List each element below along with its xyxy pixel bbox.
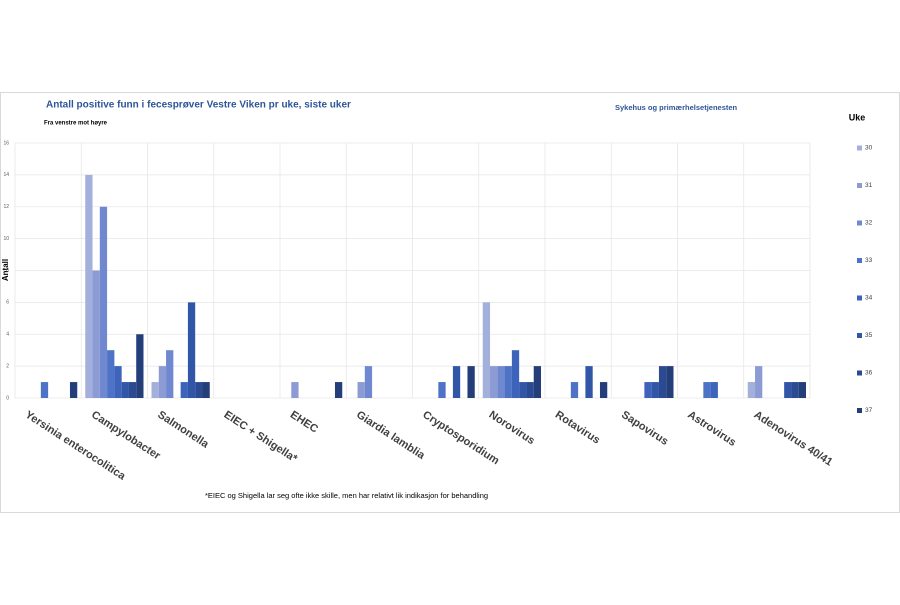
bar [99, 206, 108, 398]
bar [570, 382, 579, 398]
bar [438, 382, 446, 398]
legend-swatch [857, 295, 862, 301]
y-tick-label: 10 [3, 236, 9, 242]
legend-label: 36 [865, 370, 873, 377]
legend-label: 34 [865, 295, 873, 302]
legend-label: 37 [865, 407, 873, 414]
y-tick-label: 2 [6, 363, 9, 369]
legend-swatch [857, 183, 862, 188]
bar [658, 366, 667, 398]
bar [85, 174, 93, 398]
bar [151, 382, 159, 398]
y-tick-label: 16 [3, 140, 9, 146]
bar [467, 366, 475, 398]
bar [107, 350, 115, 398]
legend-swatch [857, 258, 862, 263]
legend-label: 30 [865, 145, 873, 152]
bar [755, 366, 763, 398]
legend-swatch [857, 220, 862, 226]
y-axis-label: Antall [1, 259, 10, 281]
bar [533, 366, 541, 398]
y-tick-label: 4 [6, 332, 9, 338]
y-tick-label: 14 [3, 172, 9, 178]
bar [519, 382, 527, 398]
bar [202, 382, 210, 398]
bar [511, 350, 520, 398]
chart-subtitle: Fra venstre mot høyre [44, 121, 108, 127]
legend-label: 35 [865, 332, 873, 339]
bar [136, 334, 144, 398]
legend-swatch [857, 408, 862, 413]
legend-swatch [857, 145, 862, 151]
y-tick-label: 6 [6, 300, 9, 306]
bar [334, 382, 343, 398]
bar [158, 366, 167, 398]
bar [92, 270, 100, 398]
bar [585, 366, 593, 398]
bar [364, 366, 373, 398]
bar [187, 302, 196, 398]
bar [644, 382, 652, 398]
bar [114, 366, 122, 398]
bar [651, 382, 659, 398]
legend-label: 32 [865, 220, 873, 227]
bar [504, 366, 512, 398]
bar [791, 382, 799, 398]
y-tick-label: 8 [6, 268, 9, 274]
bar [121, 382, 129, 398]
bar [710, 382, 718, 398]
y-tick-label: 0 [6, 395, 9, 401]
chart-note: Sykehus og primærhelsetjenesten [615, 103, 738, 112]
bar [490, 366, 498, 398]
footnote: *EIEC og Shigella lar seg ofte ikke skil… [205, 491, 488, 500]
legend-swatch [857, 333, 862, 338]
bar [180, 382, 188, 398]
bar [452, 366, 461, 398]
legend-label: 33 [865, 257, 873, 264]
bar [526, 382, 534, 398]
bar [128, 382, 137, 398]
bar [497, 366, 505, 398]
legend-swatch [857, 370, 862, 376]
bar [798, 382, 806, 398]
y-tick-label: 12 [3, 204, 9, 210]
bar [166, 350, 174, 398]
bar [291, 382, 299, 398]
bar [784, 382, 792, 398]
bar [599, 382, 608, 398]
bar [195, 382, 203, 398]
legend-label: 31 [865, 182, 873, 189]
bar [666, 366, 674, 398]
bar [69, 382, 78, 398]
bar [40, 382, 49, 398]
legend-title: Uke [849, 112, 866, 122]
bar [747, 382, 756, 398]
bar [703, 382, 711, 398]
bar [357, 382, 365, 398]
bar [482, 302, 491, 398]
chart-title: Antall positive funn i fecesprøver Vestr… [46, 100, 351, 111]
